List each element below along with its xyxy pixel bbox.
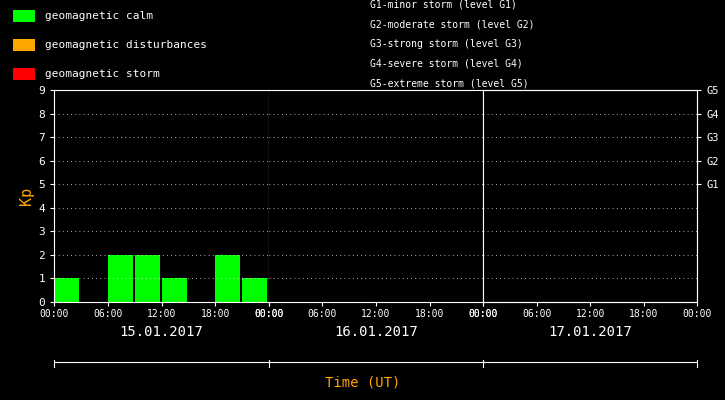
- Bar: [108, 255, 133, 302]
- Bar: [54, 278, 79, 302]
- Text: G4-severe storm (level G4): G4-severe storm (level G4): [370, 59, 523, 69]
- Bar: [135, 255, 160, 302]
- Bar: [13, 10, 35, 22]
- Bar: [323, 278, 347, 302]
- Text: 15.01.2017: 15.01.2017: [120, 325, 204, 339]
- Y-axis label: Kp: Kp: [20, 187, 34, 205]
- Text: 16.01.2017: 16.01.2017: [334, 325, 418, 339]
- Bar: [296, 255, 320, 302]
- Text: G1-minor storm (level G1): G1-minor storm (level G1): [370, 0, 517, 9]
- Bar: [242, 278, 267, 302]
- Bar: [13, 39, 35, 51]
- Text: geomagnetic calm: geomagnetic calm: [45, 11, 153, 21]
- Bar: [162, 278, 186, 302]
- Text: G2-moderate storm (level G2): G2-moderate storm (level G2): [370, 19, 534, 29]
- Bar: [13, 68, 35, 80]
- Bar: [269, 278, 294, 302]
- Bar: [215, 255, 240, 302]
- Text: geomagnetic storm: geomagnetic storm: [45, 69, 160, 79]
- Text: 17.01.2017: 17.01.2017: [548, 325, 632, 339]
- Text: G5-extreme storm (level G5): G5-extreme storm (level G5): [370, 78, 529, 89]
- Text: geomagnetic disturbances: geomagnetic disturbances: [45, 40, 207, 50]
- Text: G3-strong storm (level G3): G3-strong storm (level G3): [370, 39, 523, 49]
- Text: Time (UT): Time (UT): [325, 376, 400, 390]
